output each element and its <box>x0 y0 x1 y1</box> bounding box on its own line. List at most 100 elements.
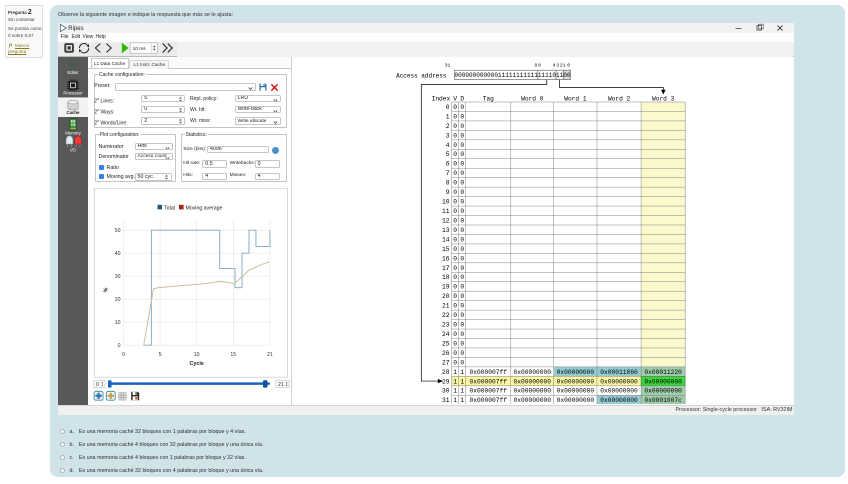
svg-text:1010: 1010 <box>68 64 78 68</box>
svg-text:1: 1 <box>563 63 566 69</box>
svg-text:25: 25 <box>442 340 450 347</box>
svg-text:0: 0 <box>453 113 457 120</box>
svg-text:2: 2 <box>446 123 450 130</box>
svg-text:10: 10 <box>442 199 450 206</box>
svg-text:6: 6 <box>446 161 450 168</box>
svg-text:0: 0 <box>460 180 464 187</box>
svg-text:Moving average: Moving average <box>185 205 222 211</box>
svg-text:0x00000000: 0x00000000 <box>557 378 595 385</box>
svg-text:1: 1 <box>453 388 457 395</box>
svg-text:9: 9 <box>535 63 538 69</box>
svg-text:0: 0 <box>453 199 457 206</box>
svg-text:0: 0 <box>453 123 457 130</box>
svg-text:28: 28 <box>442 369 450 376</box>
svg-text:1: 1 <box>446 113 450 120</box>
svg-text:0: 0 <box>491 72 495 79</box>
svg-text:12: 12 <box>442 217 450 224</box>
svg-text:0: 0 <box>469 72 473 79</box>
svg-text:0: 0 <box>460 359 464 366</box>
svg-text:0: 0 <box>453 350 457 357</box>
svg-text:0: 0 <box>460 189 464 196</box>
svg-text:11: 11 <box>442 208 450 215</box>
svg-text:0: 0 <box>460 123 464 130</box>
svg-text:0: 0 <box>460 227 464 234</box>
svg-text:15: 15 <box>442 246 450 253</box>
svg-text:Ripes: Ripes <box>68 26 83 32</box>
svg-text:0x00011220: 0x00011220 <box>644 369 682 376</box>
svg-text:01: 01 <box>71 68 76 72</box>
svg-text:0: 0 <box>460 350 464 357</box>
svg-text:0: 0 <box>460 199 464 206</box>
svg-text:1: 1 <box>534 72 538 79</box>
svg-text:1: 1 <box>460 378 464 385</box>
svg-text:0: 0 <box>484 72 488 79</box>
svg-text:0: 0 <box>487 72 491 79</box>
svg-text:31: 31 <box>445 63 451 69</box>
svg-text:20: 20 <box>114 297 120 303</box>
svg-text:0: 0 <box>460 255 464 262</box>
svg-text:0: 0 <box>453 265 457 272</box>
svg-text:0x00000000: 0x00000000 <box>557 397 595 404</box>
svg-text:0: 0 <box>453 170 457 177</box>
svg-text:0: 0 <box>460 151 464 158</box>
svg-text:0x00000000: 0x00000000 <box>600 378 638 385</box>
svg-text:1: 1 <box>453 369 457 376</box>
svg-text:1: 1 <box>516 72 520 79</box>
svg-text:29: 29 <box>442 378 450 385</box>
svg-text:0: 0 <box>455 72 459 79</box>
svg-text:0x000007ff: 0x000007ff <box>469 397 507 404</box>
svg-text:0: 0 <box>462 72 466 79</box>
svg-text:0: 0 <box>480 72 484 79</box>
svg-text:24: 24 <box>442 331 450 338</box>
svg-text:Word 0: Word 0 <box>521 95 544 102</box>
svg-text:0: 0 <box>460 132 464 139</box>
svg-text:0: 0 <box>460 265 464 272</box>
svg-text:0x000007ff: 0x000007ff <box>469 369 507 376</box>
svg-text:0x00000000: 0x00000000 <box>513 378 551 385</box>
svg-text:14: 14 <box>442 236 450 243</box>
svg-text:31: 31 <box>442 397 450 404</box>
svg-text:0: 0 <box>460 236 464 243</box>
svg-text:0: 0 <box>563 72 567 79</box>
svg-text:0: 0 <box>453 217 457 224</box>
svg-text:0: 0 <box>567 72 571 79</box>
svg-text:Total: Total <box>164 205 175 211</box>
svg-text:0: 0 <box>453 227 457 234</box>
svg-text:0: 0 <box>446 104 450 111</box>
svg-text:0: 0 <box>473 72 477 79</box>
svg-text:21: 21 <box>278 382 284 388</box>
svg-text:18: 18 <box>442 274 450 281</box>
svg-text:0: 0 <box>453 274 457 281</box>
svg-text:5: 5 <box>158 352 161 358</box>
svg-text:V: V <box>453 95 457 102</box>
svg-text:0: 0 <box>453 189 457 196</box>
svg-text:0x00000000: 0x00000000 <box>513 388 551 395</box>
svg-text:1: 1 <box>531 72 535 79</box>
svg-text:0x000007ff: 0x000007ff <box>469 388 507 395</box>
svg-text:1: 1 <box>520 72 524 79</box>
svg-text:0: 0 <box>453 132 457 139</box>
svg-text:Memory: Memory <box>65 131 81 136</box>
svg-text:1: 1 <box>509 72 513 79</box>
svg-text:40: 40 <box>114 251 120 257</box>
svg-text:0x00000000: 0x00000000 <box>644 388 682 395</box>
svg-text:19: 19 <box>442 284 450 291</box>
svg-text:D: D <box>460 95 464 102</box>
svg-text:1: 1 <box>498 72 502 79</box>
svg-text:0: 0 <box>117 343 120 349</box>
svg-text:0x00000000: 0x00000000 <box>600 388 638 395</box>
svg-text:0: 0 <box>453 284 457 291</box>
svg-text:0: 0 <box>453 180 457 187</box>
svg-text:0: 0 <box>460 293 464 300</box>
svg-text:0: 0 <box>460 331 464 338</box>
svg-text:50: 50 <box>114 228 120 234</box>
svg-text:30: 30 <box>442 388 450 395</box>
svg-text:1: 1 <box>453 397 457 404</box>
svg-text:0: 0 <box>453 312 457 319</box>
svg-text:20: 20 <box>442 293 450 300</box>
svg-text:1: 1 <box>527 72 531 79</box>
svg-text:Cache: Cache <box>67 110 81 115</box>
svg-text:Access address: Access address <box>396 72 447 79</box>
svg-text:0: 0 <box>453 142 457 149</box>
svg-text:0: 0 <box>552 72 556 79</box>
